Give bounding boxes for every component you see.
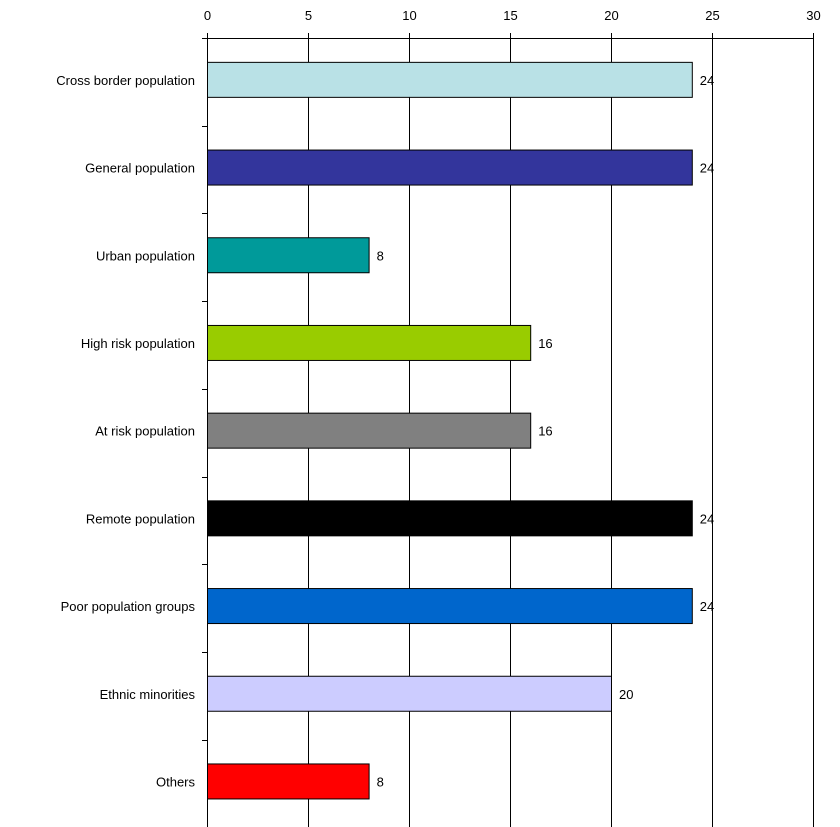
category-label: Urban population (96, 248, 195, 263)
bar-1 (207, 149, 693, 186)
category-label: Cross border population (56, 73, 195, 88)
category-label: High risk population (81, 336, 195, 351)
data-label: 8 (377, 248, 384, 263)
category-label: Poor population groups (61, 599, 196, 614)
bar-4 (207, 412, 532, 449)
data-label: 24 (700, 599, 714, 614)
data-label: 16 (538, 336, 552, 351)
bar-3 (207, 324, 532, 361)
bar-6 (207, 588, 693, 625)
bars (207, 61, 693, 800)
category-label: At risk population (95, 424, 195, 439)
category-label: Remote population (86, 511, 195, 526)
x-tick-label: 5 (305, 8, 312, 23)
category-label: Ethnic minorities (100, 687, 196, 702)
bar-0 (207, 61, 693, 98)
data-label: 8 (377, 774, 384, 789)
x-tick-label: 20 (604, 8, 618, 23)
x-tick-label: 30 (806, 8, 820, 23)
data-label: 20 (619, 687, 633, 702)
labels: 0 5 10 15 20 25 30 Cross border population 24 Gen… (56, 8, 820, 789)
bar-8 (207, 763, 370, 800)
x-tick-label: 25 (705, 8, 719, 23)
data-label: 24 (700, 73, 714, 88)
x-tick-label: 0 (204, 8, 211, 23)
data-label: 16 (538, 424, 552, 439)
bar-5 (207, 500, 693, 537)
data-label: 24 (700, 161, 714, 176)
bar-7 (207, 675, 612, 712)
x-tick-label: 15 (503, 8, 517, 23)
x-tick-label: 10 (402, 8, 416, 23)
data-label: 24 (700, 511, 714, 526)
category-label: Others (156, 774, 196, 789)
bar-2 (207, 237, 370, 274)
category-label: General population (85, 161, 195, 176)
